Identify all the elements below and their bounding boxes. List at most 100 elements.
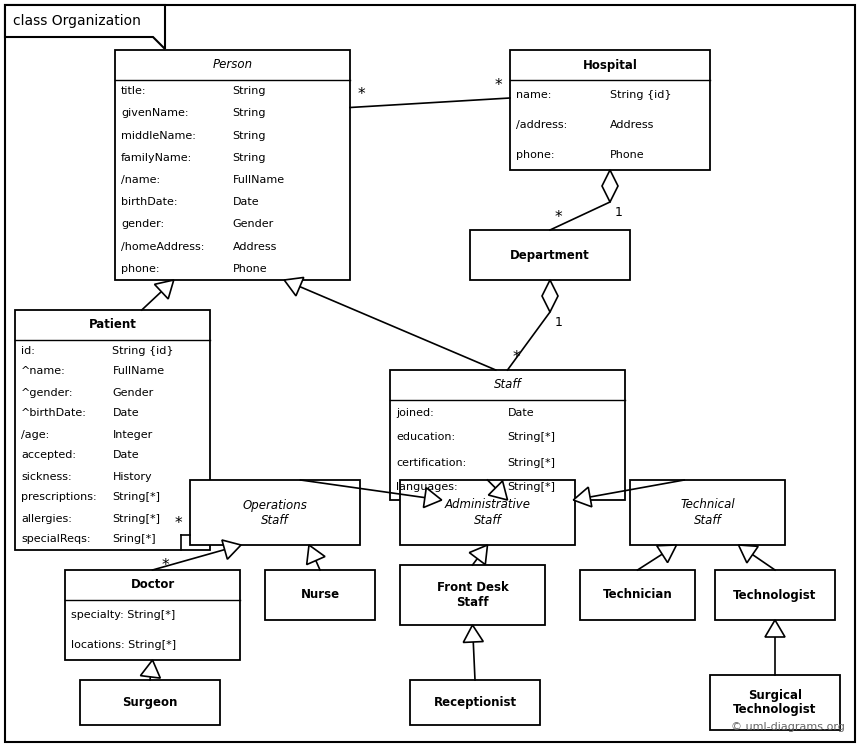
Text: title:: title: xyxy=(121,86,146,96)
Text: String[*]: String[*] xyxy=(507,483,556,492)
Bar xyxy=(265,570,375,620)
Text: Technologist: Technologist xyxy=(734,589,817,601)
Text: *: * xyxy=(513,350,520,365)
Polygon shape xyxy=(284,277,304,296)
Bar xyxy=(80,680,220,725)
Text: String {id}: String {id} xyxy=(610,90,672,100)
Text: birthDate:: birthDate: xyxy=(121,197,177,207)
Bar xyxy=(470,230,630,280)
Text: Date: Date xyxy=(507,408,534,418)
Text: givenName:: givenName: xyxy=(121,108,188,118)
Text: String[*]: String[*] xyxy=(507,457,556,468)
Text: ^birthDate:: ^birthDate: xyxy=(21,409,87,418)
Bar xyxy=(630,480,785,545)
Polygon shape xyxy=(222,540,241,560)
Text: middleName:: middleName: xyxy=(121,131,196,140)
Text: class Organization: class Organization xyxy=(13,14,141,28)
Text: String[*]: String[*] xyxy=(507,433,556,442)
Bar xyxy=(410,680,540,725)
Text: Technical
Staff: Technical Staff xyxy=(680,498,734,527)
Text: Technician: Technician xyxy=(603,589,673,601)
Text: accepted:: accepted: xyxy=(21,450,76,460)
Polygon shape xyxy=(488,481,507,500)
Text: joined:: joined: xyxy=(396,408,433,418)
Bar xyxy=(400,480,575,545)
Polygon shape xyxy=(464,625,483,642)
Text: *: * xyxy=(175,516,182,531)
Text: String[*]: String[*] xyxy=(113,513,161,524)
Text: locations: String[*]: locations: String[*] xyxy=(71,640,176,650)
Bar xyxy=(65,570,240,660)
Polygon shape xyxy=(657,545,677,562)
Text: © uml-diagrams.org: © uml-diagrams.org xyxy=(731,722,845,732)
Text: /age:: /age: xyxy=(21,430,49,439)
Bar xyxy=(715,570,835,620)
Text: phone:: phone: xyxy=(121,264,159,274)
Polygon shape xyxy=(470,545,488,565)
Text: FullName: FullName xyxy=(113,367,164,376)
Text: Date: Date xyxy=(113,450,139,460)
Text: Gender: Gender xyxy=(232,220,273,229)
Bar xyxy=(580,570,695,620)
Text: *: * xyxy=(358,87,366,102)
Text: Hospital: Hospital xyxy=(582,58,637,72)
Text: Front Desk
Staff: Front Desk Staff xyxy=(437,581,508,609)
Text: ^gender:: ^gender: xyxy=(21,388,73,397)
Text: Receptionist: Receptionist xyxy=(433,696,517,709)
Text: Person: Person xyxy=(212,58,253,72)
Text: Phone: Phone xyxy=(610,150,645,160)
Bar xyxy=(115,50,350,280)
Text: Address: Address xyxy=(610,120,654,130)
Text: Surgeon: Surgeon xyxy=(122,696,178,709)
Text: Nurse: Nurse xyxy=(300,589,340,601)
Polygon shape xyxy=(765,620,785,637)
Text: *: * xyxy=(161,558,169,573)
Polygon shape xyxy=(307,545,325,565)
Bar xyxy=(400,565,545,625)
Bar xyxy=(510,50,710,170)
Text: /address:: /address: xyxy=(516,120,568,130)
Polygon shape xyxy=(423,488,442,507)
Text: String: String xyxy=(232,108,266,118)
Polygon shape xyxy=(602,170,618,202)
Text: prescriptions:: prescriptions: xyxy=(21,492,96,503)
Text: education:: education: xyxy=(396,433,455,442)
Text: /name:: /name: xyxy=(121,175,160,185)
Text: specialty: String[*]: specialty: String[*] xyxy=(71,610,175,620)
Text: phone:: phone: xyxy=(516,150,555,160)
Polygon shape xyxy=(5,5,165,49)
Text: Address: Address xyxy=(232,242,277,252)
Polygon shape xyxy=(739,545,759,562)
Polygon shape xyxy=(155,280,174,299)
Text: Operations
Staff: Operations Staff xyxy=(243,498,307,527)
Text: String[*]: String[*] xyxy=(113,492,161,503)
Text: Department: Department xyxy=(510,249,590,261)
Text: ^name:: ^name: xyxy=(21,367,65,376)
Text: sickness:: sickness: xyxy=(21,471,71,482)
Text: Staff: Staff xyxy=(494,379,521,391)
Text: Surgical
Technologist: Surgical Technologist xyxy=(734,689,817,716)
Text: name:: name: xyxy=(516,90,551,100)
Text: History: History xyxy=(113,471,152,482)
Text: specialReqs:: specialReqs: xyxy=(21,535,90,545)
Bar xyxy=(710,675,840,730)
Text: *: * xyxy=(555,210,562,225)
Text: String: String xyxy=(232,86,266,96)
Bar xyxy=(390,370,625,500)
Bar xyxy=(190,480,360,545)
Text: Gender: Gender xyxy=(113,388,154,397)
Text: /homeAddress:: /homeAddress: xyxy=(121,242,205,252)
Text: id:: id: xyxy=(21,346,35,356)
Text: languages:: languages: xyxy=(396,483,458,492)
Text: Patient: Patient xyxy=(89,318,137,332)
Text: Date: Date xyxy=(232,197,259,207)
Text: Date: Date xyxy=(113,409,139,418)
Text: String: String xyxy=(232,153,266,163)
Text: 1: 1 xyxy=(615,206,623,219)
Text: Integer: Integer xyxy=(113,430,153,439)
Bar xyxy=(15,310,210,550)
Text: Phone: Phone xyxy=(232,264,267,274)
Text: familyName:: familyName: xyxy=(121,153,193,163)
Polygon shape xyxy=(574,487,592,506)
Text: Administrative
Staff: Administrative Staff xyxy=(445,498,531,527)
